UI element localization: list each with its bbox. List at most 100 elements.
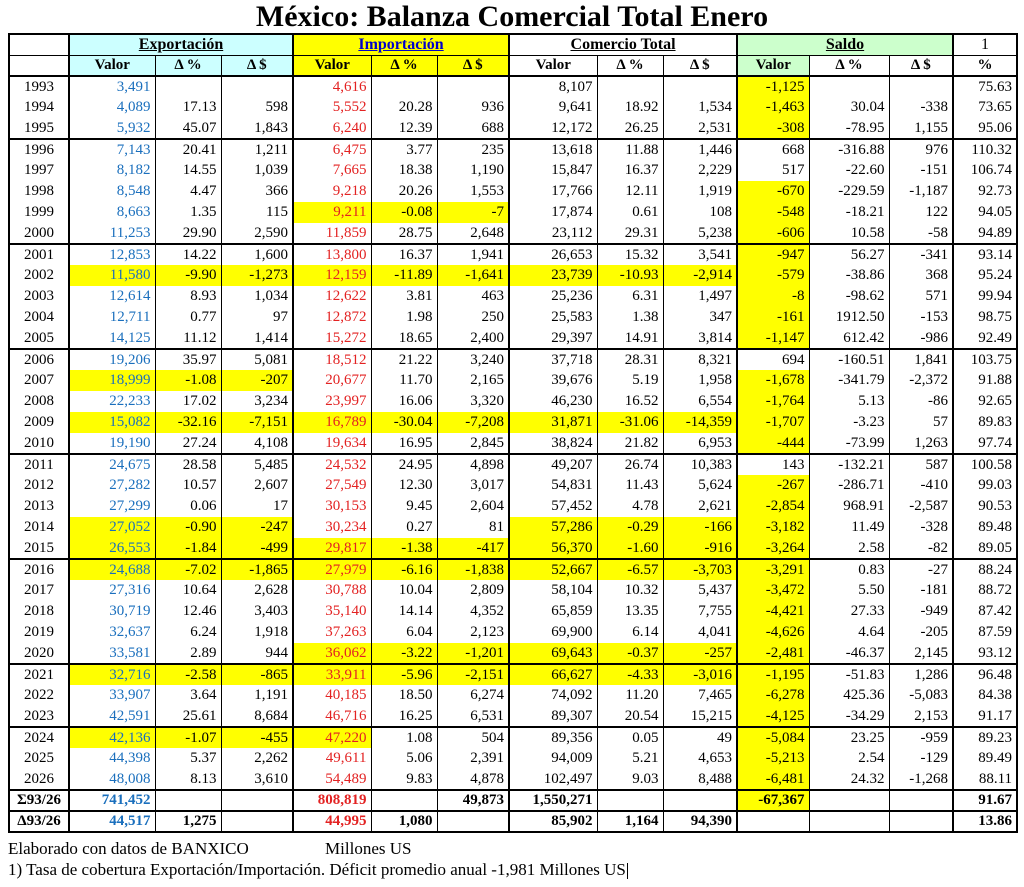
export-valor-cell: 27,052 [68,517,156,538]
export-delta-pct-cell: 6.24 [154,622,222,643]
import-delta-pct-cell: 10.04 [370,580,438,601]
export-delta-pct-cell: 5.37 [154,748,222,769]
export-valor-cell: 8,663 [68,202,156,223]
comercio-valor-cell: 94,009 [508,748,598,769]
comercio-delta-usd-cell: 10,383 [662,453,738,475]
import-valor-cell: 12,159 [292,265,372,286]
import-delta-usd-cell: 1,941 [436,243,510,265]
saldo-delta-usd-cell: 2,145 [888,643,954,664]
comercio-delta-usd-cell: 1,534 [662,97,738,118]
import-delta-usd-cell: 2,648 [436,223,510,244]
saldo-delta-pct-cell: -160.51 [808,348,890,370]
import-delta-usd-cell: 3,240 [436,348,510,370]
comercio-delta-pct-cell: 1.38 [596,307,664,328]
export-delta-usd-cell: -1,273 [220,265,294,286]
comercio-valor-cell: 31,871 [508,412,598,433]
import-delta-pct-cell: 5.06 [370,748,438,769]
saldo-delta-usd-cell: 1,263 [888,433,954,454]
export-delta-usd-cell: -207 [220,370,294,391]
subheader-saldo-valor: Valor [736,54,810,77]
export-delta-pct-cell: -7.02 [154,558,222,580]
saldo-delta-usd-cell: 976 [888,138,954,160]
export-delta-usd-cell: 3,403 [220,601,294,622]
import-delta-pct-cell: 18.38 [370,160,438,181]
header-footnote-marker: 1 [952,33,1018,56]
import-delta-pct-cell: 12.39 [370,118,438,139]
saldo-valor-cell: -606 [736,223,810,244]
saldo-delta-pct-cell: 1912.50 [808,307,890,328]
saldo-delta-usd-cell: -27 [888,558,954,580]
comercio-delta-pct-cell: -0.37 [596,643,664,664]
import-delta-pct-cell: -5.96 [370,663,438,685]
comercio-delta-usd-cell: 49 [662,726,738,748]
export-delta-usd-cell: 2,590 [220,223,294,244]
footer-line-2: 1) Tasa de cobertura Exportación/Importa… [8,859,1016,880]
saldo-delta-usd-cell: 368 [888,265,954,286]
export-valor-cell: 4,089 [68,97,156,118]
export-delta-pct-cell: -2.58 [154,663,222,685]
subheader-saldo-delta-usd: Δ $ [888,54,954,77]
import-delta-pct-cell [370,789,438,811]
saldo-delta-usd-cell: -338 [888,97,954,118]
export-delta-pct-cell: 1,275 [154,810,222,832]
saldo-valor-cell: -4,626 [736,622,810,643]
saldo-delta-usd-cell: -986 [888,328,954,349]
import-delta-usd-cell [436,76,510,97]
saldo-valor-cell: -1,463 [736,97,810,118]
comercio-valor-cell: 12,172 [508,118,598,139]
saldo-delta-pct-cell: 0.83 [808,558,890,580]
header-saldo: Saldo [736,33,954,56]
import-delta-pct-cell: -6.16 [370,558,438,580]
import-valor-cell: 9,211 [292,202,372,223]
import-delta-usd-cell: 2,845 [436,433,510,454]
import-valor-cell: 30,153 [292,496,372,517]
cobertura-pct-cell: 100.58 [952,453,1018,475]
export-delta-pct-cell: 10.64 [154,580,222,601]
export-delta-pct-cell: 28.58 [154,453,222,475]
import-delta-usd-cell: 49,873 [436,789,510,811]
saldo-delta-pct-cell: 27.33 [808,601,890,622]
export-valor-cell: 26,553 [68,538,156,559]
saldo-delta-pct-cell: -132.21 [808,453,890,475]
export-delta-pct-cell: 35.97 [154,348,222,370]
table-row: 2019 32,637 6.24 1,918 37,263 6.04 2,123 69,900… [8,622,1018,643]
cobertura-pct-cell: 94.89 [952,223,1018,244]
saldo-delta-pct-cell: -341.79 [808,370,890,391]
saldo-valor-cell: -5,213 [736,748,810,769]
table-row: 2017 27,316 10.64 2,628 30,788 10.04 2,809 58,1… [8,580,1018,601]
export-delta-usd-cell: 3,234 [220,391,294,412]
footer-footnote: 1) Tasa de cobertura Exportación/Importa… [8,860,626,879]
year-cell: 2017 [8,580,70,601]
export-delta-usd-cell: 1,843 [220,118,294,139]
comercio-valor-cell: 26,653 [508,243,598,265]
table-row: 1994 4,089 17.13 598 5,552 20.28 936 9,641 18.92… [8,97,1018,118]
import-valor-cell: 24,532 [292,453,372,475]
year-cell: 2023 [8,706,70,727]
comercio-delta-usd-cell: 5,624 [662,475,738,496]
comercio-valor-cell: 54,831 [508,475,598,496]
import-delta-pct-cell: 14.14 [370,601,438,622]
year-cell: 2005 [8,328,70,349]
year-cell: 2024 [8,726,70,748]
cobertura-pct-cell: 98.75 [952,307,1018,328]
saldo-delta-usd-cell: -410 [888,475,954,496]
comercio-delta-pct-cell: 13.35 [596,601,664,622]
import-valor-cell: 11,859 [292,223,372,244]
comercio-valor-cell: 69,643 [508,643,598,664]
import-valor-cell: 18,512 [292,348,372,370]
saldo-valor-cell: 668 [736,138,810,160]
subheader-import-delta-pct: Δ % [370,54,438,77]
table-row: 2018 30,719 12.46 3,403 35,140 14.14 4,352 65,8… [8,601,1018,622]
saldo-delta-pct-cell [808,810,890,832]
comercio-valor-cell: 23,112 [508,223,598,244]
comercio-valor-cell: 25,583 [508,307,598,328]
export-valor-cell: 27,316 [68,580,156,601]
import-delta-pct-cell: 9.45 [370,496,438,517]
import-delta-usd-cell: 688 [436,118,510,139]
saldo-delta-usd-cell: -1,268 [888,769,954,790]
comercio-valor-cell: 13,618 [508,138,598,160]
saldo-delta-usd-cell: -151 [888,160,954,181]
comercio-delta-pct-cell: 16.52 [596,391,664,412]
export-delta-usd-cell: 2,262 [220,748,294,769]
saldo-delta-pct-cell: 2.58 [808,538,890,559]
